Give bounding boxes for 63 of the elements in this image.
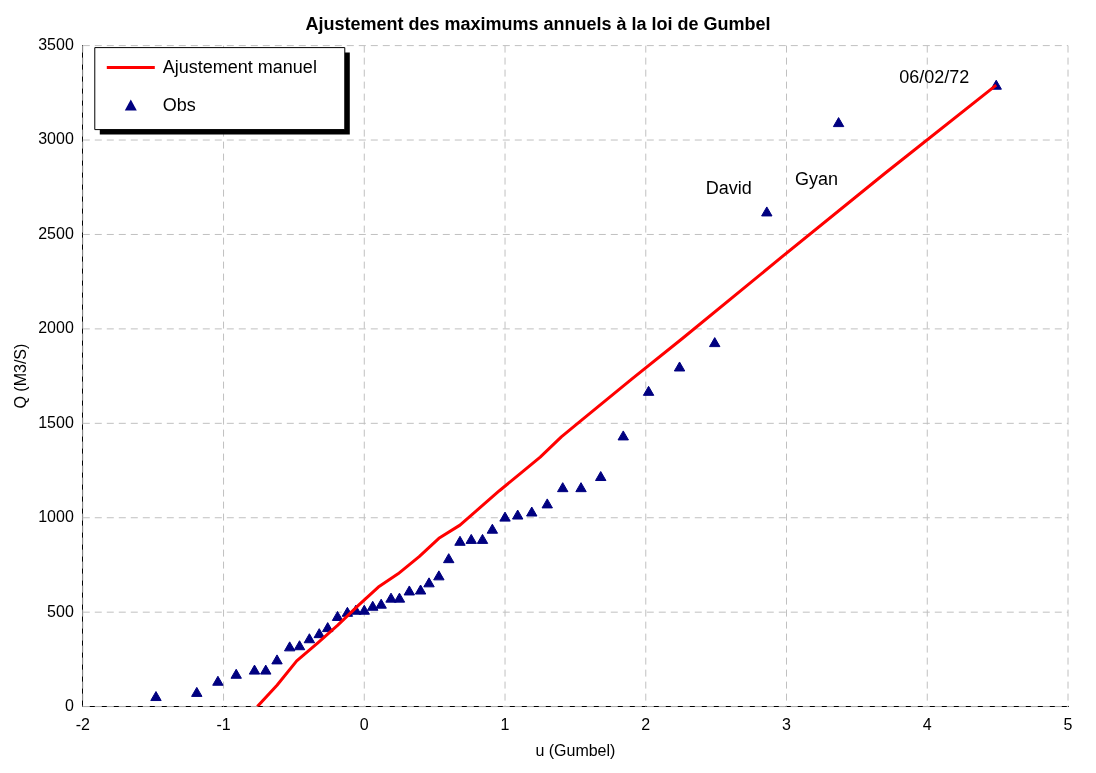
x-axis-title: u (Gumbel) <box>535 741 616 759</box>
point <box>260 664 272 675</box>
x-tick-label: 4 <box>922 715 932 733</box>
point <box>150 691 162 702</box>
point <box>433 570 445 581</box>
y-tick-label: 1000 <box>38 508 74 526</box>
y-tick-label: 2500 <box>38 224 74 242</box>
point <box>303 633 316 644</box>
x-tick-label: -1 <box>216 715 231 733</box>
y-tick-label: 3000 <box>38 130 74 148</box>
point <box>465 533 477 544</box>
x-tick-label: 3 <box>782 715 792 733</box>
y-tick-label: 2000 <box>38 319 74 337</box>
legend-label: Obs <box>162 94 196 115</box>
y-tick-label: 1500 <box>38 413 74 431</box>
x-tick-label: 1 <box>500 715 510 733</box>
point <box>403 585 416 596</box>
point <box>271 654 283 665</box>
point <box>375 598 387 609</box>
y-tick-label: 500 <box>47 602 74 620</box>
point <box>248 664 261 675</box>
annotation: Gyan <box>795 168 839 189</box>
point <box>313 628 325 639</box>
y-axis-title: Q (M3/S) <box>12 343 30 409</box>
annotation: David <box>705 177 752 198</box>
point <box>191 686 203 697</box>
point <box>358 604 370 615</box>
point <box>212 675 224 686</box>
point <box>385 592 397 603</box>
point <box>499 511 511 522</box>
x-tick-label: -2 <box>75 715 90 733</box>
point <box>283 641 296 652</box>
y-tick-label: 0 <box>64 697 74 715</box>
point <box>832 117 845 128</box>
point <box>414 584 427 595</box>
point <box>393 592 406 603</box>
point <box>709 337 721 348</box>
point <box>761 206 773 217</box>
x-tick-label: 0 <box>359 715 369 733</box>
point <box>595 471 607 482</box>
point <box>526 506 538 517</box>
point <box>476 533 489 544</box>
point <box>230 668 242 679</box>
legend-label: Ajustement manuel <box>162 56 317 77</box>
point <box>673 361 686 372</box>
annotation: 06/02/72 <box>899 67 970 88</box>
point <box>557 482 569 493</box>
point <box>512 509 524 520</box>
point <box>575 482 587 493</box>
chart-title: Ajustement des maximums annuels à la loi de Gumbel <box>305 13 771 34</box>
point <box>486 523 499 534</box>
point <box>443 553 455 564</box>
x-tick-label: 2 <box>641 715 651 733</box>
point <box>293 640 306 651</box>
point <box>617 430 629 441</box>
point <box>454 535 466 546</box>
point <box>423 577 435 588</box>
point <box>541 498 553 509</box>
point <box>642 385 655 396</box>
y-tick-label: 3500 <box>38 36 74 54</box>
point <box>331 610 344 621</box>
x-tick-label: 5 <box>1063 715 1073 733</box>
point <box>367 600 379 611</box>
